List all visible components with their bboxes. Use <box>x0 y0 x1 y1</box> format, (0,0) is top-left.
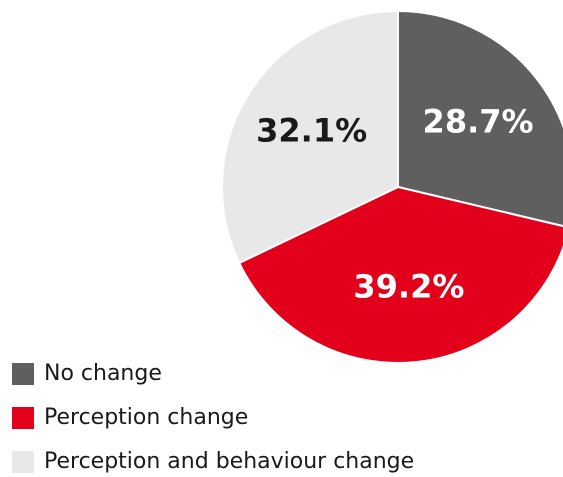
legend-label: No change <box>44 361 162 386</box>
legend-label: Perception and behaviour change <box>44 449 414 474</box>
pie-slice <box>397 9 563 228</box>
legend-label: Perception change <box>44 405 248 430</box>
legend-swatch <box>12 407 34 429</box>
slice-label: 32.1% <box>256 112 367 150</box>
legend-swatch <box>12 451 34 473</box>
pie-slice <box>221 9 399 265</box>
slice-label: 28.7% <box>423 103 534 141</box>
pie-slice <box>237 185 563 364</box>
legend-swatch <box>12 363 34 385</box>
slice-label: 39.2% <box>353 267 464 305</box>
